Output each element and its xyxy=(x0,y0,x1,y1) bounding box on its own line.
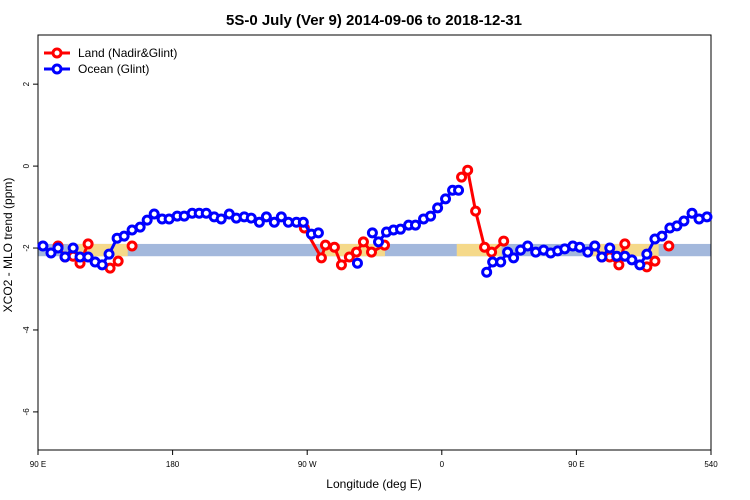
series-point xyxy=(656,230,668,242)
series-point xyxy=(245,212,257,224)
series-point xyxy=(453,184,465,196)
series-point xyxy=(148,208,160,220)
x-tick-label: 540 xyxy=(704,460,718,469)
x-tick-label: 90 W xyxy=(298,460,317,469)
series-point xyxy=(479,241,491,253)
series-point xyxy=(440,193,452,205)
y-tick-label: -6 xyxy=(22,408,31,416)
series-point xyxy=(366,227,378,239)
series-point xyxy=(462,164,474,176)
series-point xyxy=(395,223,407,235)
series-line xyxy=(460,166,505,255)
legend-marker xyxy=(51,63,63,75)
series-point xyxy=(432,202,444,214)
x-tick-label: 90 E xyxy=(30,460,46,469)
series-point xyxy=(37,240,49,252)
series-point xyxy=(596,251,608,263)
series-point xyxy=(103,248,115,260)
series-point xyxy=(508,252,520,264)
series-point xyxy=(335,259,347,271)
series-point xyxy=(59,251,71,263)
series-point xyxy=(582,246,594,258)
x-tick-label: 180 xyxy=(166,460,180,469)
series-point xyxy=(678,215,690,227)
series-line xyxy=(303,227,386,268)
series-point xyxy=(686,207,698,219)
series-point xyxy=(82,238,94,250)
series-point xyxy=(641,248,653,260)
series-point xyxy=(604,242,616,254)
series-point xyxy=(634,259,646,271)
series-point xyxy=(215,213,227,225)
series-point xyxy=(481,266,493,278)
series-point xyxy=(141,214,153,226)
series-point xyxy=(134,221,146,233)
y-axis-label: XCO2 - MLO trend (ppm) xyxy=(1,178,15,313)
series-point xyxy=(350,246,362,258)
series-point xyxy=(126,240,138,252)
legend-label: Ocean (Glint) xyxy=(78,62,149,76)
series-point xyxy=(253,216,265,228)
series-point xyxy=(456,171,468,183)
y-tick-label: 2 xyxy=(22,81,31,86)
x-axis-label: Longitude (deg E) xyxy=(326,477,421,491)
series-point xyxy=(96,259,108,271)
series-point xyxy=(701,211,713,223)
series-point xyxy=(498,235,510,247)
chart-title: 5S-0 July (Ver 9) 2014-09-06 to 2018-12-… xyxy=(226,12,522,29)
series-point xyxy=(470,205,482,217)
series-point xyxy=(495,256,507,268)
series-point xyxy=(574,241,586,253)
series-point xyxy=(373,236,385,248)
legend-label: Land (Nadir&Glint) xyxy=(78,46,177,60)
series-point xyxy=(260,211,272,223)
series-point xyxy=(619,238,631,250)
series-point xyxy=(268,216,280,228)
series-point xyxy=(649,255,661,267)
y-tick-label: 0 xyxy=(22,163,31,168)
series-point xyxy=(626,254,638,266)
series-point xyxy=(343,251,355,263)
x-tick-label: 90 E xyxy=(568,460,584,469)
series-point xyxy=(297,216,309,228)
series-point xyxy=(82,251,94,263)
series-point xyxy=(366,246,378,258)
series-point xyxy=(522,240,534,252)
series-point xyxy=(357,236,369,248)
series-point xyxy=(328,241,340,253)
y-tick-label: -4 xyxy=(22,326,31,334)
series-point xyxy=(351,257,363,269)
series-point xyxy=(589,240,601,252)
series-point xyxy=(67,242,79,254)
series-point xyxy=(671,220,683,232)
series-point xyxy=(319,239,331,251)
plot-frame xyxy=(37,34,712,451)
series-point xyxy=(613,259,625,271)
series-point xyxy=(312,227,324,239)
series-point xyxy=(663,240,675,252)
y-tick-label: -2 xyxy=(22,244,31,252)
series-point xyxy=(118,230,130,242)
series-point xyxy=(275,211,287,223)
series-point xyxy=(425,210,437,222)
series-point xyxy=(409,219,421,231)
series-point xyxy=(112,255,124,267)
legend-marker xyxy=(51,47,63,59)
series-point xyxy=(486,246,498,258)
series-point xyxy=(45,247,57,259)
x-tick-label: 0 xyxy=(440,460,445,469)
series-point xyxy=(315,252,327,264)
series-point xyxy=(52,242,64,254)
